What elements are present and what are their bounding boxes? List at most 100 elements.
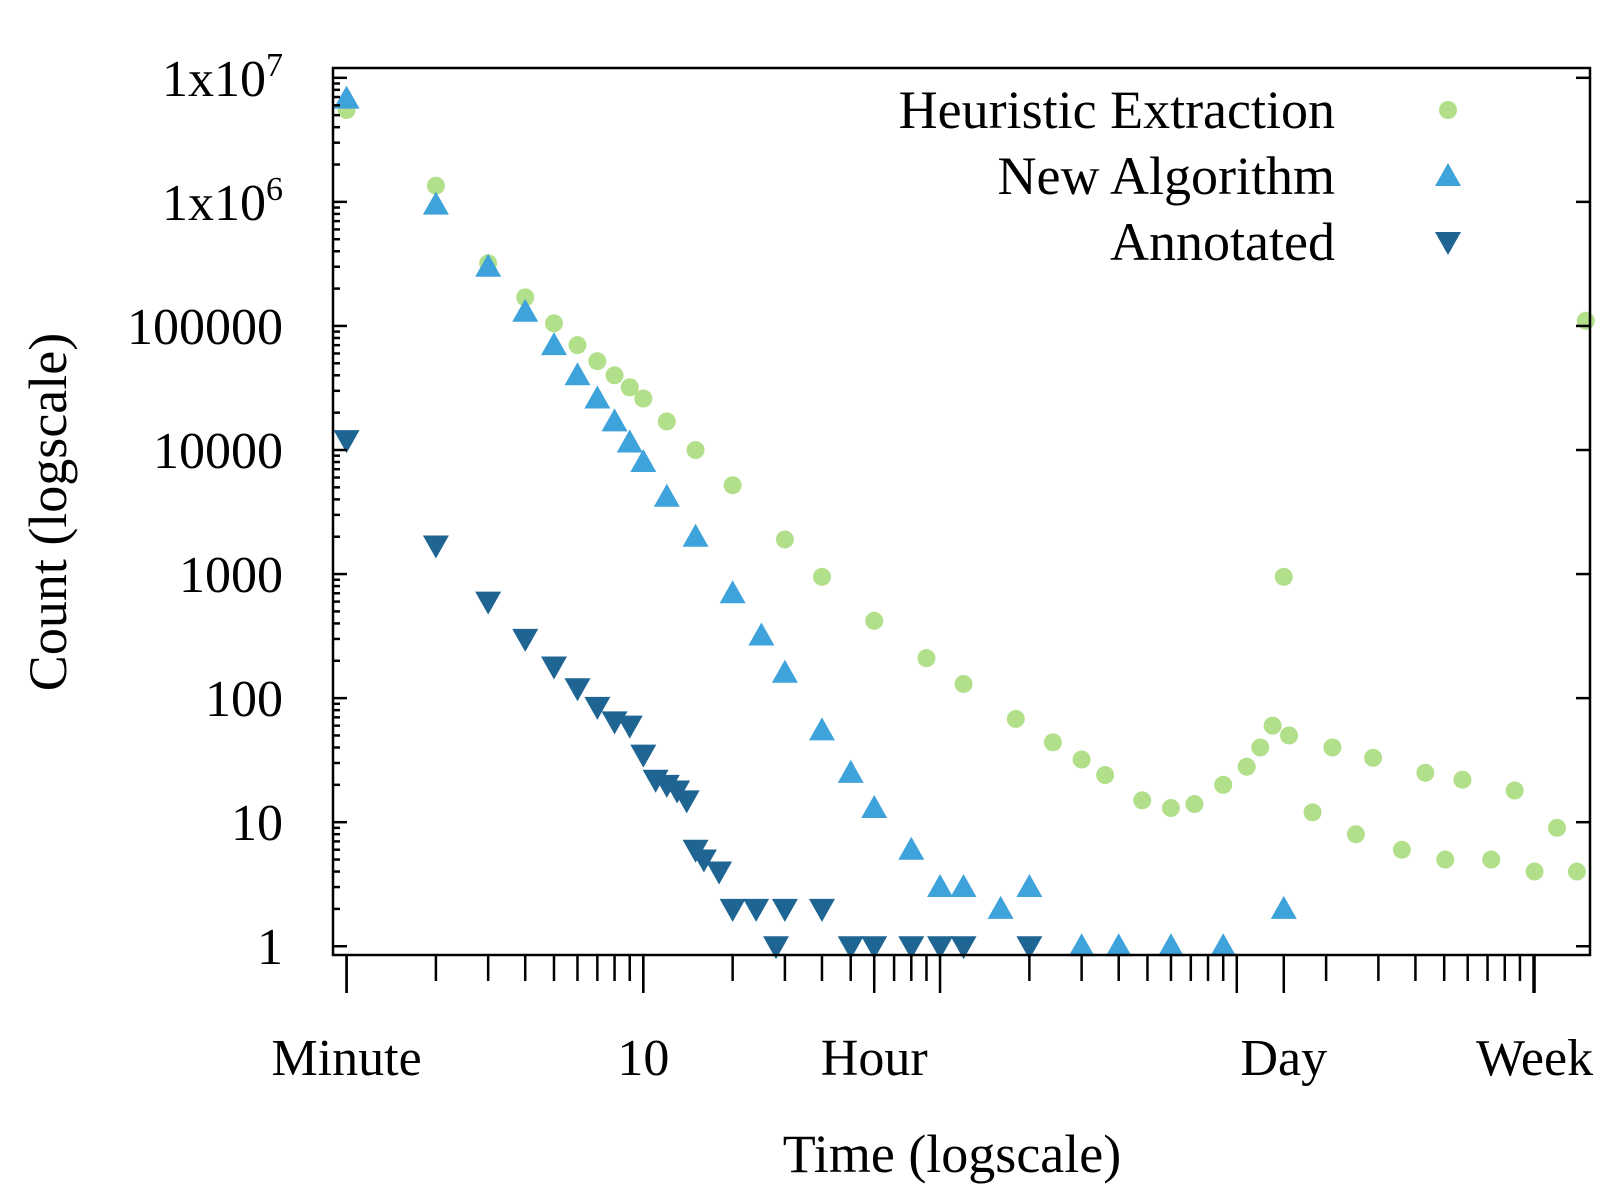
data-point	[1006, 709, 1025, 728]
data-point	[837, 759, 864, 783]
x-tick-label: 10	[617, 1030, 669, 1087]
data-point	[1016, 874, 1043, 898]
axis-ticks	[333, 76, 1590, 993]
data-point	[775, 530, 794, 549]
data-point	[333, 430, 360, 454]
data-point	[540, 332, 567, 356]
data-point	[1043, 733, 1062, 752]
data-point	[1525, 862, 1544, 881]
series-1	[333, 85, 1297, 957]
data-point	[516, 288, 535, 307]
data-point	[422, 191, 449, 215]
data-point	[1237, 757, 1256, 776]
y-tick-label: 100	[205, 671, 283, 728]
data-point	[1161, 799, 1180, 818]
data-point	[630, 449, 657, 473]
data-point	[1567, 862, 1586, 881]
data-point	[1346, 825, 1365, 844]
x-tick-label: Hour	[821, 1030, 928, 1087]
legend-label: Annotated	[1110, 212, 1335, 272]
legend-marker	[1439, 101, 1457, 119]
legend-marker	[1435, 163, 1461, 186]
tick-labels: 1 10 100 1000 10000 100000 1x106 1x107 Minute 10 H…	[127, 47, 1593, 1087]
series-0	[337, 101, 1595, 881]
data-point	[808, 898, 835, 922]
data-point	[1157, 933, 1184, 957]
data-point	[1416, 763, 1435, 782]
data-point	[771, 898, 798, 922]
data-point	[540, 656, 567, 680]
data-point	[812, 567, 831, 586]
plot-frame	[331, 66, 1592, 957]
data-point	[950, 936, 977, 960]
data-point	[1096, 766, 1115, 785]
data-point	[512, 628, 539, 652]
data-point	[634, 389, 653, 408]
data-point	[927, 936, 954, 960]
data-point	[837, 936, 864, 960]
data-point	[1323, 738, 1342, 757]
data-point	[690, 849, 717, 873]
series-2	[333, 430, 1043, 960]
data-point	[544, 314, 563, 333]
y-tick-label: 1x106	[162, 171, 283, 232]
data-point	[653, 483, 680, 507]
data-point	[950, 874, 977, 898]
data-point	[748, 622, 775, 646]
data-point	[954, 674, 973, 693]
y-tick-label: 1000	[179, 547, 283, 604]
data-point	[743, 898, 770, 922]
y-axis-title: Count (logscale)	[18, 333, 78, 691]
data-point	[333, 85, 360, 109]
data-point	[719, 898, 746, 922]
data-point	[682, 523, 709, 547]
data-point	[898, 836, 925, 860]
data-marks	[333, 85, 1595, 960]
data-point	[927, 874, 954, 898]
data-point	[808, 717, 835, 741]
legend-label: New Algorithm	[998, 146, 1335, 206]
data-point	[1133, 791, 1152, 810]
data-point	[657, 412, 676, 431]
y-tick-label: 1x107	[162, 47, 283, 108]
data-point	[1263, 716, 1282, 735]
data-point	[865, 611, 884, 630]
data-point	[588, 352, 607, 371]
data-point	[620, 378, 639, 397]
data-point	[564, 362, 591, 386]
data-point	[605, 366, 624, 385]
legend-marker	[1435, 232, 1461, 255]
y-tick-label: 10000	[153, 423, 283, 480]
data-point	[616, 429, 643, 453]
data-point	[686, 441, 705, 460]
data-point	[861, 936, 888, 960]
data-point	[1185, 795, 1204, 814]
data-point	[1303, 803, 1322, 822]
data-point	[673, 790, 700, 814]
x-tick-label: Week	[1476, 1030, 1593, 1087]
data-point	[601, 408, 628, 432]
data-point	[584, 385, 611, 409]
x-axis-title: Time (logscale)	[783, 1124, 1121, 1184]
data-point	[1453, 770, 1472, 789]
data-point	[723, 476, 742, 495]
data-point	[1548, 818, 1567, 837]
data-point	[1068, 933, 1095, 957]
data-point	[1210, 933, 1237, 957]
x-tick-label: Minute	[271, 1030, 421, 1087]
data-point	[719, 580, 746, 604]
x-tick-label: Day	[1240, 1030, 1327, 1087]
data-point	[564, 678, 591, 702]
data-point	[422, 535, 449, 559]
data-point	[1280, 726, 1299, 745]
data-point	[475, 591, 502, 615]
data-point	[1505, 781, 1524, 800]
data-point	[1436, 850, 1455, 869]
data-point	[584, 696, 611, 720]
data-point	[1270, 895, 1297, 919]
data-point	[1482, 850, 1501, 869]
legend-label: Heuristic Extraction	[899, 80, 1335, 140]
data-point	[917, 649, 936, 668]
data-point	[898, 936, 925, 960]
